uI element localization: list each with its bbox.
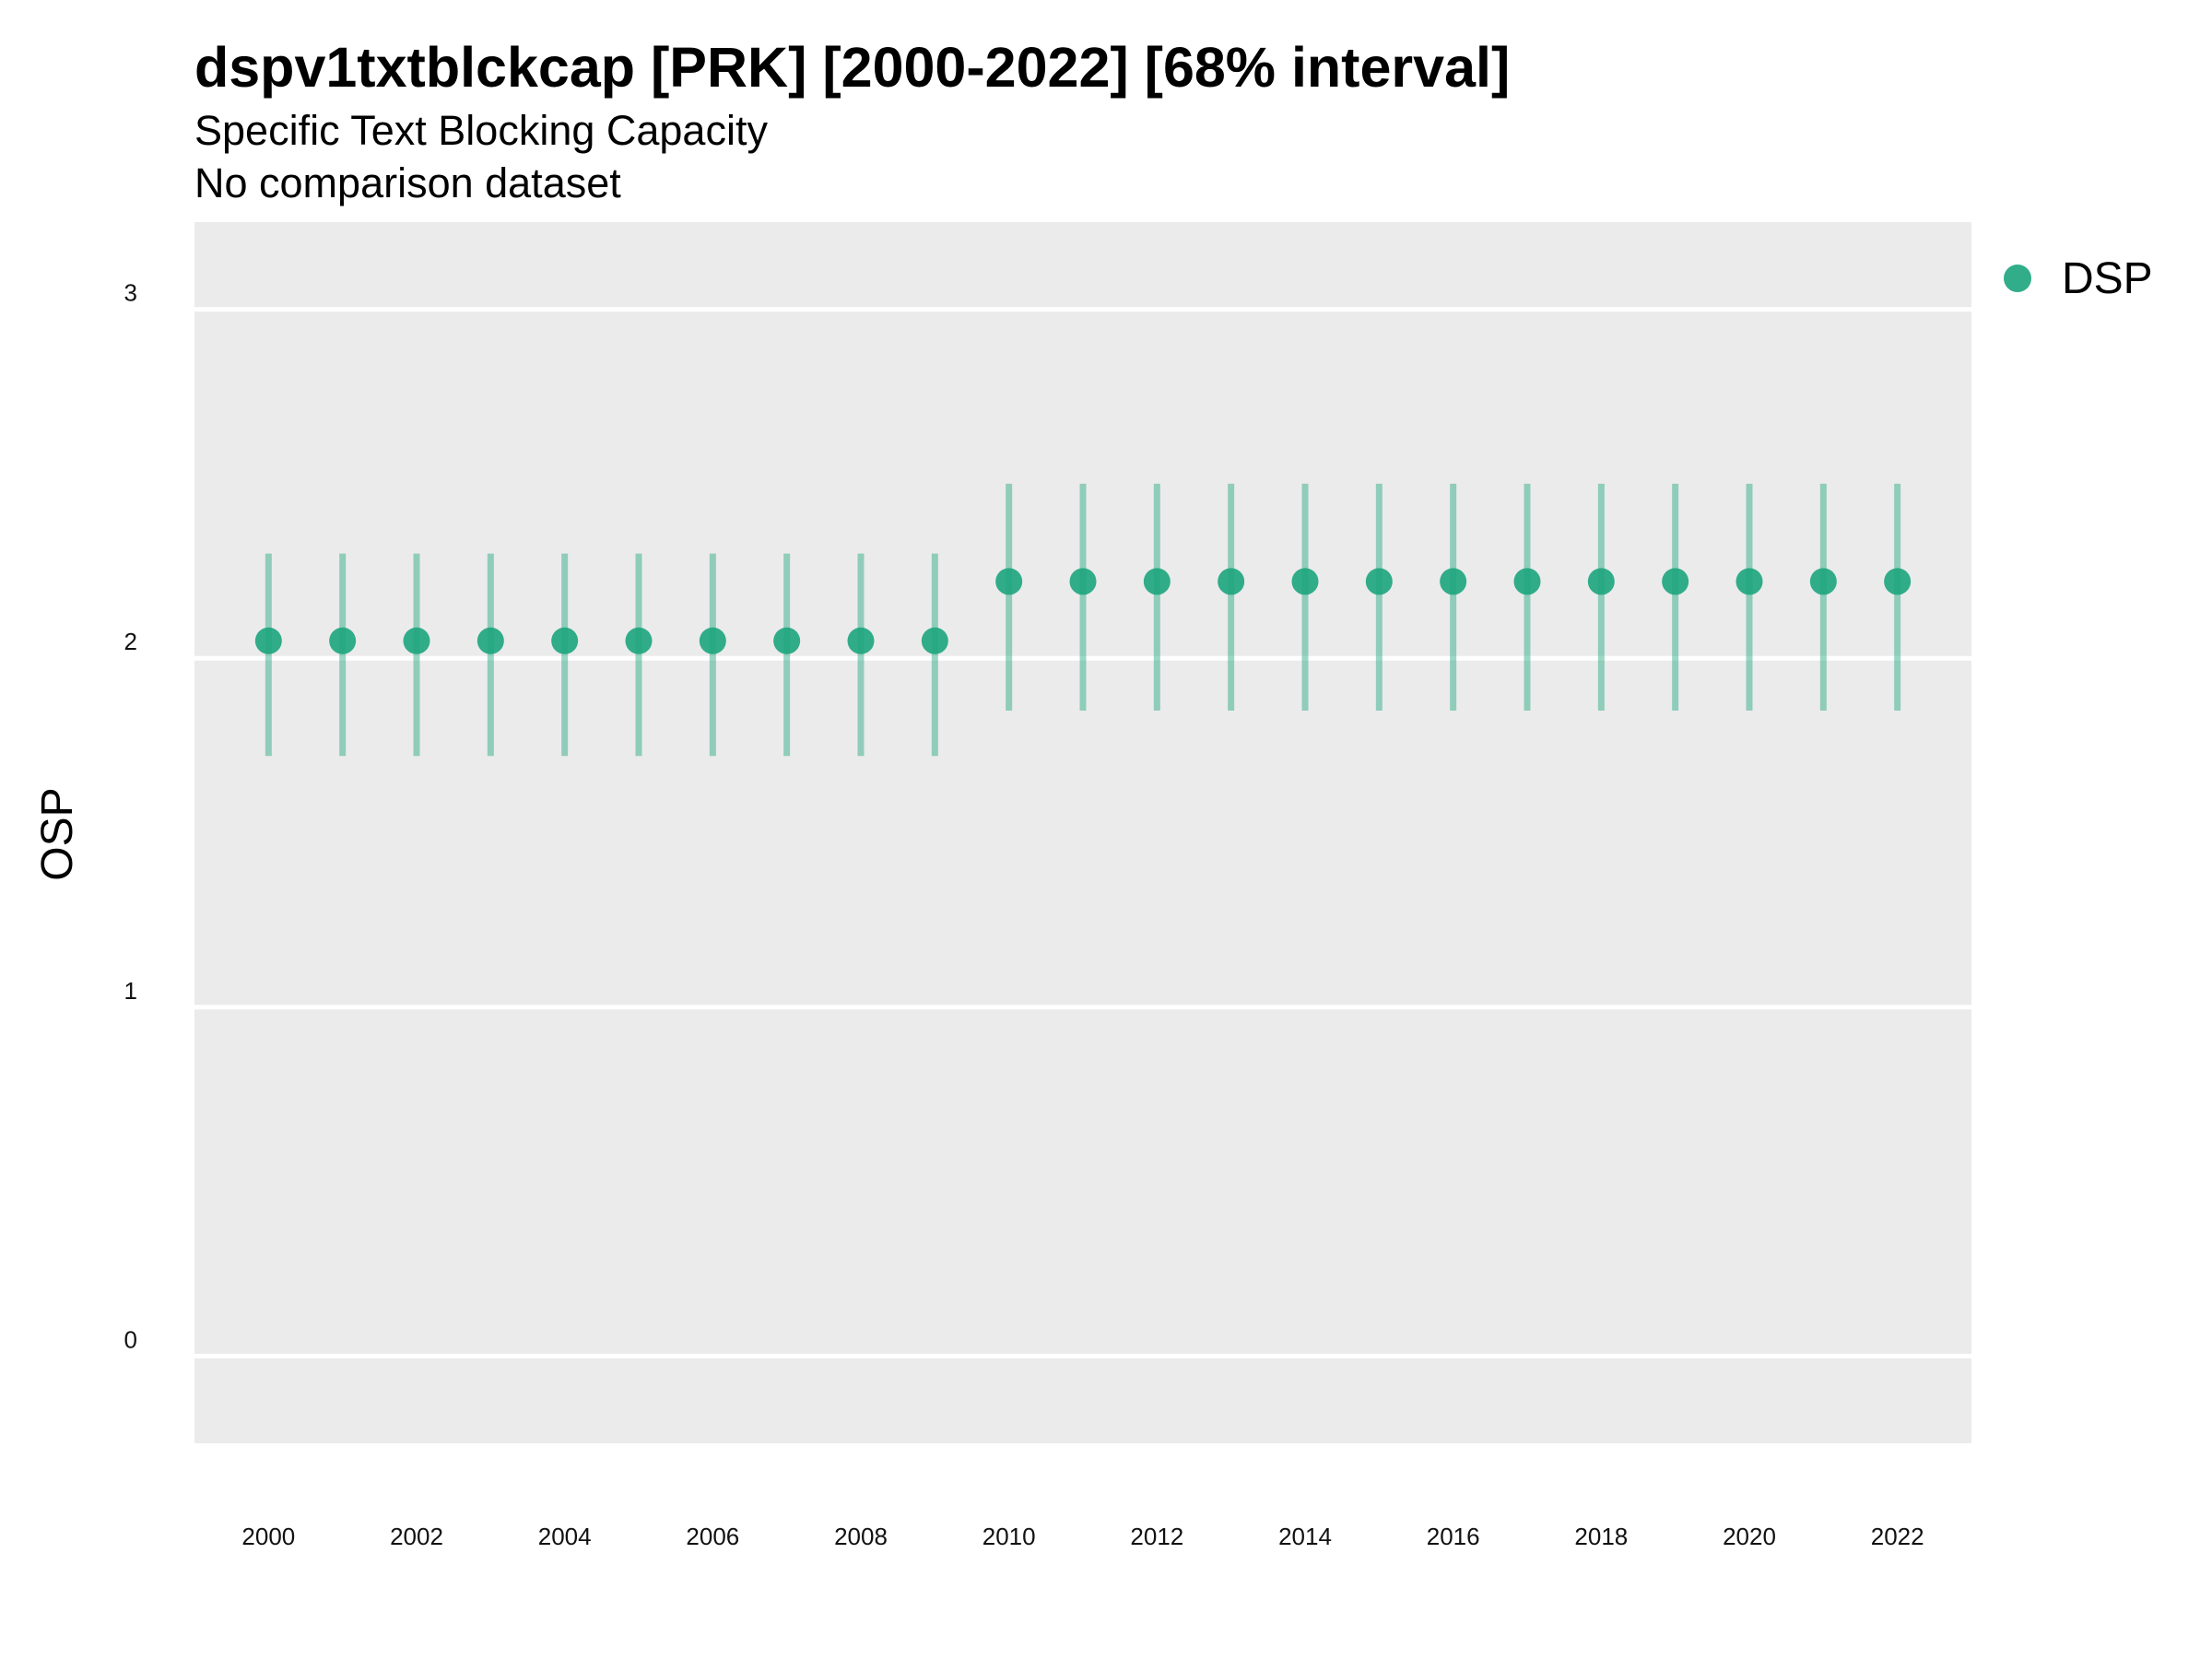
data-point-2016 [1440,568,1467,595]
data-point-2015 [1365,568,1393,595]
data-point-2012 [1143,568,1171,595]
x-tick-label-2016: 2016 [1427,1523,1480,1550]
data-point-2022 [1884,568,1912,595]
x-tick-label-2010: 2010 [982,1523,1036,1550]
legend-marker-dsp [2004,265,2031,292]
grid-lines [152,307,1971,1359]
data-point-2000 [254,627,282,654]
chart-caption: No comparison dataset [194,159,621,206]
data-point-2014 [1291,568,1319,595]
data-point-2006 [699,627,726,654]
y-tick-label-1: 1 [124,977,137,1005]
data-point-2005 [625,627,653,654]
x-tick-label-2020: 2020 [1723,1523,1776,1550]
data-point-2020 [1735,568,1763,595]
legend: DSP [2004,254,2153,303]
data-point-2018 [1587,568,1615,595]
y-tick-label-3: 3 [124,279,137,307]
y-axis-title: OSP [33,787,82,880]
data-point-2021 [1809,568,1837,595]
plot-panel [194,222,1971,1443]
chart-title: dspv1txtblckcap [PRK] [2000-2022] [68% i… [194,36,1510,99]
data-point-2017 [1513,568,1541,595]
y-tick-labels: 0 1 2 3 [124,279,137,1354]
data-point-2010 [995,568,1023,595]
y-tick-label-2: 2 [124,628,137,655]
data-point-2004 [551,627,579,654]
data-point-2002 [403,627,430,654]
y-tick-label-0: 0 [124,1325,137,1353]
x-tick-label-2014: 2014 [1278,1523,1332,1550]
x-tick-label-2008: 2008 [834,1523,888,1550]
x-tick-label-2000: 2000 [241,1523,295,1550]
x-tick-labels: 2000 2002 2004 2006 2008 2010 2012 2014 2016 2018… [241,1523,1924,1550]
x-tick-label-2006: 2006 [686,1523,739,1550]
data-point-2007 [773,627,801,654]
data-point-2008 [847,627,875,654]
data-point-2009 [921,627,948,654]
x-tick-label-2012: 2012 [1130,1523,1183,1550]
error-bars [265,483,1901,757]
x-tick-label-2002: 2002 [390,1523,443,1550]
data-point-2019 [1662,568,1689,595]
data-point-2011 [1069,568,1097,595]
chart-subtitle: Specific Text Blocking Capacity [194,107,768,154]
x-tick-label-2022: 2022 [1871,1523,1924,1550]
x-tick-label-2018: 2018 [1574,1523,1628,1550]
data-points [254,568,1912,654]
x-tick-label-2004: 2004 [538,1523,592,1550]
data-point-2003 [477,627,504,654]
data-point-2001 [329,627,357,654]
data-point-2013 [1218,568,1245,595]
legend-label-dsp: DSP [2062,254,2153,303]
